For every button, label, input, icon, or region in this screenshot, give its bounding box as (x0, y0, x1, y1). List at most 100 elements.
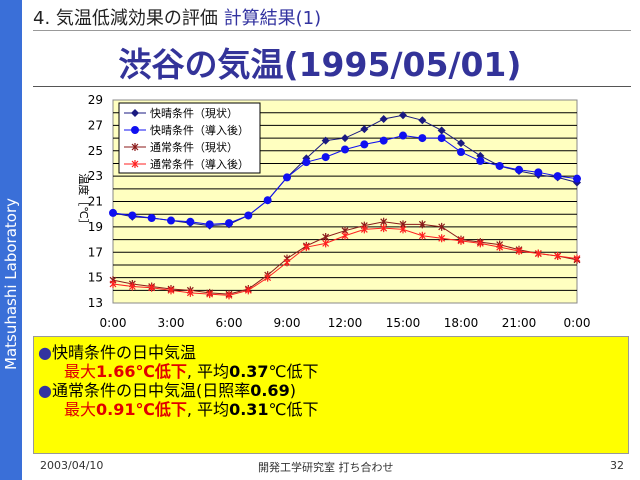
sidebar: Matsuhashi Laboratory (0, 0, 22, 480)
summary-text: 1.66℃低下 (96, 362, 187, 381)
section-subtitle: 計算結果(1) (223, 8, 322, 29)
data-point (399, 225, 407, 234)
data-point (321, 153, 330, 162)
summary-text: ℃低下 (268, 362, 319, 381)
temperature-chart: 13 15 17 19 21 23 25 27 29 0:00 3:00 6:00 9:00 12:00 1… (77, 93, 591, 330)
x-tick-label: 12:00 (328, 316, 363, 330)
data-point (341, 231, 349, 240)
data-point (283, 173, 291, 182)
x-tick-label: 0:00 (100, 316, 127, 330)
y-tick-label: 13 (88, 296, 103, 310)
footer-org: 開発工学研究室 打ち合わせ (258, 461, 394, 474)
data-point (379, 136, 388, 145)
data-point (283, 258, 291, 267)
legend-marker (131, 126, 139, 134)
summary-text: 0.69 (250, 381, 290, 400)
data-point (534, 249, 542, 258)
data-point (109, 279, 117, 288)
data-point (128, 282, 136, 291)
summary-line: 快晴条件の日中気温 (51, 343, 196, 362)
x-tick-label: 0:00 (564, 316, 591, 330)
data-point (437, 134, 446, 143)
legend-label: 快晴条件（導入後） (150, 123, 249, 137)
data-point (515, 246, 523, 255)
data-point (109, 208, 117, 217)
data-point (437, 126, 446, 135)
data-point (244, 286, 252, 295)
legend-label: 快晴条件（現状） (150, 106, 238, 120)
data-point (264, 273, 272, 282)
data-point (263, 196, 272, 205)
data-point (128, 211, 137, 220)
data-point (322, 239, 330, 248)
y-tick-label: 25 (88, 144, 103, 158)
data-point (341, 134, 349, 143)
section-title: 4. 気温低減効果の評価 (33, 8, 218, 29)
footer-date: 2003/04/10 (40, 459, 104, 472)
data-point (360, 140, 369, 149)
data-point (225, 219, 233, 228)
data-point (379, 115, 388, 124)
data-point (399, 131, 407, 140)
y-tick-label: 19 (88, 220, 103, 234)
y-tick-label: 29 (88, 93, 103, 107)
data-point (399, 111, 407, 120)
data-point (418, 220, 426, 229)
x-tick-label: 18:00 (444, 316, 479, 330)
summary-text: 最大 (64, 400, 97, 419)
y-tick-label: 21 (88, 195, 103, 209)
data-point (457, 139, 465, 148)
data-point (476, 156, 485, 165)
data-point (418, 116, 427, 125)
summary-text: 最大 (64, 362, 97, 381)
data-point (302, 158, 311, 167)
y-tick-label: 27 (88, 118, 103, 132)
section-header: 4. 気温低減効果の評価 計算結果(1) (33, 4, 321, 30)
data-point (148, 283, 156, 292)
data-point (553, 172, 562, 181)
summary-line: 通常条件の日中気温(日照率 (51, 381, 251, 400)
legend-marker (131, 143, 139, 151)
x-tick-label: 21:00 (502, 316, 537, 330)
page-number: 32 (610, 459, 624, 472)
data-point (573, 254, 581, 263)
summary-text: 0.91℃低下 (96, 400, 187, 419)
summary-text: 0.37 (229, 362, 269, 381)
data-point (360, 125, 369, 134)
x-tick-label: 3:00 (158, 316, 185, 330)
data-point (476, 239, 484, 248)
divider (33, 30, 631, 31)
summary-box: ●快晴条件の日中気温 最大1.66℃低下, 平均0.37℃低下 ●通常条件の日中… (33, 336, 629, 454)
data-point (302, 243, 310, 252)
y-axis-label: 温度［℃］ (77, 173, 91, 229)
summary-text: ℃低下 (268, 400, 319, 419)
data-point (418, 134, 427, 143)
summary-text: 0.31 (229, 400, 269, 419)
data-point (438, 234, 446, 243)
data-point (495, 161, 504, 170)
x-tick-label: 9:00 (274, 316, 301, 330)
data-point (515, 165, 523, 174)
x-tick-label: 6:00 (216, 316, 243, 330)
data-point (205, 220, 214, 229)
legend (118, 102, 261, 174)
data-point (244, 211, 253, 220)
data-point (225, 291, 233, 300)
legend-label: 通常条件（現状） (150, 140, 238, 154)
legend-label: 通常条件（導入後） (150, 157, 249, 171)
legend-marker (131, 160, 139, 168)
data-point (186, 217, 195, 226)
data-point (457, 148, 465, 157)
data-point (418, 231, 426, 240)
legend-marker (131, 109, 139, 117)
data-point (341, 145, 349, 154)
data-point (380, 224, 388, 233)
divider (33, 86, 631, 87)
data-point (534, 168, 543, 177)
data-point (167, 216, 175, 225)
x-tick-label: 15:00 (386, 316, 421, 330)
page-title: 渋谷の気温(1995/05/01) (118, 45, 522, 84)
data-point (186, 288, 194, 297)
data-point (554, 252, 562, 261)
data-point (147, 213, 156, 222)
